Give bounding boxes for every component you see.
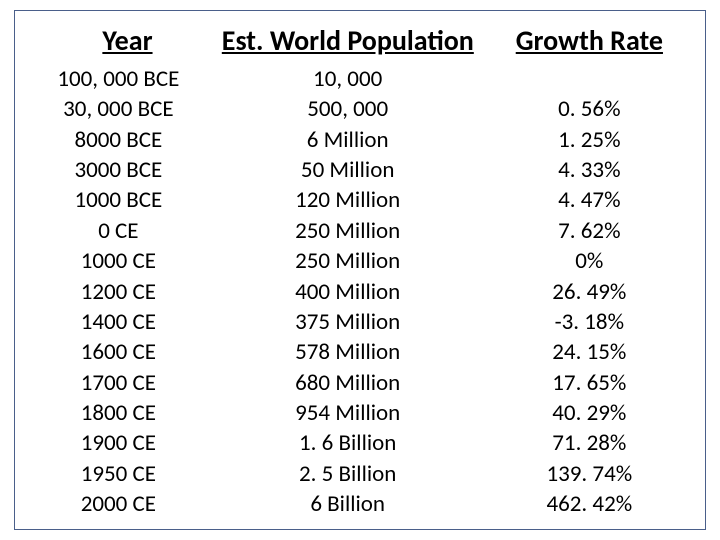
table-row: 1800 CE954 Million40. 29%: [37, 398, 683, 428]
cell-year: 1200 CE: [37, 277, 200, 307]
cell-year: 1900 CE: [37, 428, 200, 458]
cell-population: 578 Million: [200, 337, 496, 367]
cell-year: 1000 BCE: [37, 185, 200, 215]
cell-growth: 7. 62%: [496, 216, 683, 246]
cell-population: 10, 000: [200, 64, 496, 94]
header-year: Year: [37, 23, 200, 58]
table-row: 1400 CE375 Million-3. 18%: [37, 307, 683, 337]
cell-population: 50 Million: [200, 155, 496, 185]
table-row: 30, 000 BCE500, 0000. 56%: [37, 94, 683, 124]
cell-population: 250 Million: [200, 246, 496, 276]
cell-year: 1950 CE: [37, 459, 200, 489]
table-row: 1200 CE400 Million26. 49%: [37, 277, 683, 307]
cell-growth: 0%: [496, 246, 683, 276]
cell-population: 250 Million: [200, 216, 496, 246]
table-container: Year Est. World Population Growth Rate 1…: [14, 10, 706, 530]
cell-year: 3000 BCE: [37, 155, 200, 185]
cell-population: 954 Million: [200, 398, 496, 428]
cell-population: 6 Billion: [200, 489, 496, 519]
cell-year: 1400 CE: [37, 307, 200, 337]
table-row: 1700 CE680 Million17. 65%: [37, 368, 683, 398]
table-row: 1000 CE250 Million0%: [37, 246, 683, 276]
cell-population: 500, 000: [200, 94, 496, 124]
cell-growth: 71. 28%: [496, 428, 683, 458]
cell-growth: 4. 33%: [496, 155, 683, 185]
table-row: 2000 CE6 Billion462. 42%: [37, 489, 683, 519]
cell-growth: 4. 47%: [496, 185, 683, 215]
cell-growth: 1. 25%: [496, 125, 683, 155]
header-growth: Growth Rate: [496, 23, 683, 58]
cell-population: 375 Million: [200, 307, 496, 337]
cell-year: 0 CE: [37, 216, 200, 246]
table-body: 100, 000 BCE10, 00030, 000 BCE500, 0000.…: [37, 64, 683, 519]
cell-growth: -3. 18%: [496, 307, 683, 337]
cell-growth: 26. 49%: [496, 277, 683, 307]
table-row: 1950 CE2. 5 Billion139. 74%: [37, 459, 683, 489]
cell-year: 2000 CE: [37, 489, 200, 519]
cell-growth: [496, 64, 683, 94]
cell-growth: 462. 42%: [496, 489, 683, 519]
cell-population: 680 Million: [200, 368, 496, 398]
header-population: Est. World Population: [200, 23, 496, 58]
table-header-row: Year Est. World Population Growth Rate: [37, 23, 683, 58]
cell-year: 30, 000 BCE: [37, 94, 200, 124]
cell-year: 8000 BCE: [37, 125, 200, 155]
table-row: 1600 CE578 Million24. 15%: [37, 337, 683, 367]
population-table: Year Est. World Population Growth Rate 1…: [37, 23, 683, 517]
table-row: 0 CE250 Million7. 62%: [37, 216, 683, 246]
cell-growth: 24. 15%: [496, 337, 683, 367]
table-row: 8000 BCE6 Million1. 25%: [37, 125, 683, 155]
cell-growth: 0. 56%: [496, 94, 683, 124]
cell-year: 1800 CE: [37, 398, 200, 428]
cell-growth: 17. 65%: [496, 368, 683, 398]
cell-year: 1700 CE: [37, 368, 200, 398]
cell-year: 1600 CE: [37, 337, 200, 367]
table-row: 3000 BCE50 Million4. 33%: [37, 155, 683, 185]
cell-population: 400 Million: [200, 277, 496, 307]
cell-year: 1000 CE: [37, 246, 200, 276]
cell-population: 1. 6 Billion: [200, 428, 496, 458]
table-row: 100, 000 BCE10, 000: [37, 64, 683, 94]
table-row: 1900 CE1. 6 Billion71. 28%: [37, 428, 683, 458]
cell-growth: 139. 74%: [496, 459, 683, 489]
cell-population: 120 Million: [200, 185, 496, 215]
cell-population: 6 Million: [200, 125, 496, 155]
cell-year: 100, 000 BCE: [37, 64, 200, 94]
cell-population: 2. 5 Billion: [200, 459, 496, 489]
cell-growth: 40. 29%: [496, 398, 683, 428]
table-row: 1000 BCE120 Million4. 47%: [37, 185, 683, 215]
